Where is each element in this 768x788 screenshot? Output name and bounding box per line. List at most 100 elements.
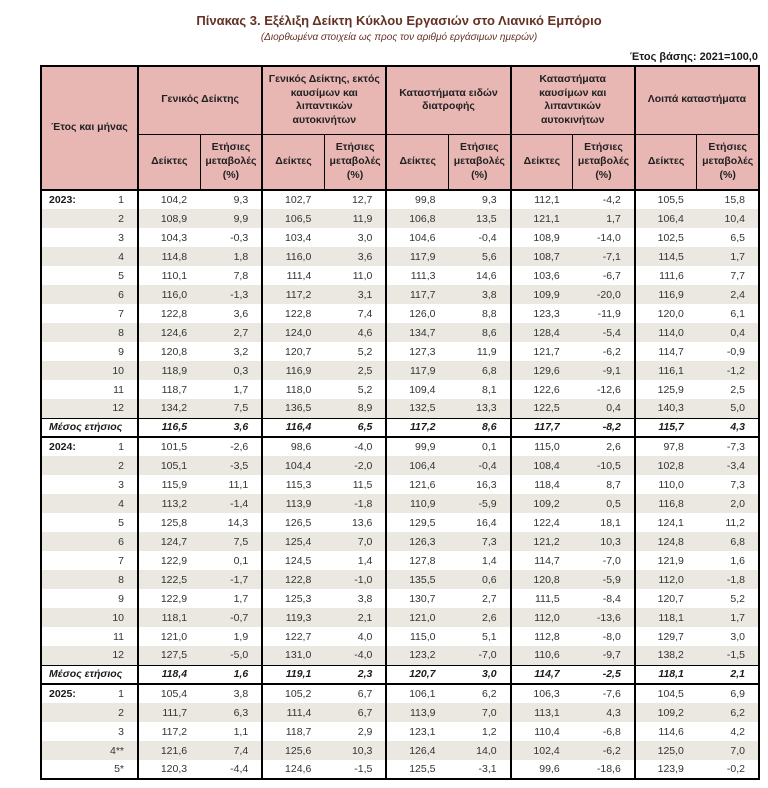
change-value-cell: 10,3 bbox=[572, 532, 635, 551]
mean-change-value-cell: 2,1 bbox=[696, 664, 759, 685]
index-value-cell: 122,8 bbox=[136, 304, 201, 323]
change-value-cell: 5,2 bbox=[357, 345, 373, 358]
change-value-cell: -1,5 bbox=[696, 646, 759, 665]
year-month-cell: 10 bbox=[41, 361, 138, 380]
change-value-cell: 6,5 bbox=[730, 231, 745, 244]
month-label: 4 bbox=[118, 250, 124, 263]
change-value-cell: 5,0 bbox=[696, 399, 759, 418]
index-value-cell: 128,4 bbox=[509, 323, 573, 342]
change-value-cell: 10,4 bbox=[696, 209, 759, 228]
table-row: 5* 120,3 -4,4 124,6 -1,5 125,5 -3,1 99,6 -18,6 12… bbox=[41, 760, 759, 779]
change-value-cell: -9,1 bbox=[572, 361, 635, 380]
month-label: 6 bbox=[118, 288, 124, 301]
year-month-header: Έτος και μήνας bbox=[41, 66, 138, 191]
change-value-cell: 1,8 bbox=[200, 247, 263, 266]
index-value-cell: 116,8 bbox=[633, 494, 697, 513]
index-value-cell: 116,1 bbox=[633, 361, 697, 380]
mean-index-value-cell: 116,5 bbox=[136, 417, 201, 438]
month-label: 1 bbox=[118, 441, 124, 453]
index-value-cell: 115,3 bbox=[261, 475, 325, 494]
index-value-cell: 110,9 bbox=[385, 494, 449, 513]
change-value-cell: 1,7 bbox=[572, 209, 635, 228]
month-label: 9 bbox=[118, 345, 124, 358]
change-value-cell: -13,6 bbox=[572, 608, 635, 627]
index-value-cell: 122,8 bbox=[261, 304, 325, 323]
index-value-cell: 117,2 bbox=[136, 722, 201, 741]
index-value-cell: 122,7 bbox=[261, 627, 325, 646]
change-value-cell: 11,9 bbox=[476, 345, 497, 358]
change-value-cell: 18,1 bbox=[600, 516, 621, 529]
index-value-cell: 120,7 bbox=[261, 342, 325, 361]
table-header: Έτος και μήνας Γενικός Δείκτης Γενικός Δεί… bbox=[41, 66, 759, 191]
change-value-cell: 6,8 bbox=[696, 532, 759, 551]
month-label: 11 bbox=[113, 383, 124, 396]
change-value-cell: -6,8 bbox=[602, 725, 621, 738]
index-value-cell: 108,9 bbox=[136, 209, 201, 228]
change-value-cell: 6,7 bbox=[357, 688, 373, 700]
table-row: 2 111,7 6,3 111,4 6,7 113,9 7,0 113,1 4,3 109,2 6,… bbox=[41, 703, 759, 722]
change-value-cell: -10,5 bbox=[572, 456, 635, 475]
year-month-cell: 4** bbox=[41, 741, 138, 760]
index-value-cell: 106,3 bbox=[509, 684, 573, 703]
index-value-cell: 106,4 bbox=[633, 209, 697, 228]
index-value-cell: 106,5 bbox=[261, 209, 325, 228]
index-value-cell: 109,2 bbox=[633, 703, 697, 722]
index-value-cell: 124,5 bbox=[261, 551, 325, 570]
mean-index-value-cell: 115,7 bbox=[633, 417, 697, 438]
table-body: 2023: 1 104,2 9,3 102,7 12,7 99,8 9,3 112,1 -4,2 1… bbox=[41, 190, 759, 779]
index-value-cell: 102,7 bbox=[261, 190, 325, 209]
index-value-cell: 135,5 bbox=[385, 570, 449, 589]
table-row: 9 120,8 3,2 120,7 5,2 127,3 11,9 121,7 -6,2 114,7… bbox=[41, 342, 759, 361]
month-label: 5 bbox=[118, 516, 124, 529]
year-month-cell: 8 bbox=[41, 323, 138, 342]
change-value-cell: 8,6 bbox=[448, 323, 511, 342]
change-value-cell: 3,1 bbox=[324, 285, 387, 304]
change-value-cell: 2,0 bbox=[696, 494, 759, 513]
index-value-cell: 130,7 bbox=[385, 589, 449, 608]
subheader-index: Δείκτες bbox=[385, 134, 449, 191]
index-value-cell: 119,3 bbox=[261, 608, 325, 627]
month-label: 1 bbox=[118, 194, 124, 206]
index-value-cell: 125,0 bbox=[633, 741, 697, 760]
change-value-cell: -6,2 bbox=[602, 345, 621, 358]
change-value-cell: 13,3 bbox=[448, 399, 511, 418]
change-value-cell: 6,3 bbox=[200, 703, 263, 722]
index-value-cell: 110,1 bbox=[136, 266, 201, 285]
index-value-cell: 123,3 bbox=[509, 304, 573, 323]
change-value-cell: 3,8 bbox=[233, 688, 249, 700]
change-value-cell: 2,6 bbox=[448, 608, 511, 627]
table-row: 3 104,3 -0,3 103,4 3,0 104,6 -0,4 108,9 -14,0 102… bbox=[41, 228, 759, 247]
subheader-index: Δείκτες bbox=[509, 134, 573, 191]
group-header-3: Καταστήματα ειδών διατροφής bbox=[385, 66, 511, 135]
change-value-cell: 2,6 bbox=[606, 441, 621, 453]
change-value-cell: -7,0 bbox=[602, 554, 621, 567]
index-value-cell: 117,7 bbox=[385, 285, 449, 304]
table-row: 10 118,9 0,3 116,9 2,5 117,9 6,8 129,6 -9,1 116,1… bbox=[41, 361, 759, 380]
change-value-cell: 1,2 bbox=[481, 725, 497, 738]
index-value-cell: 124,0 bbox=[261, 323, 325, 342]
change-value-cell: -7,1 bbox=[572, 247, 635, 266]
change-value-cell: 7,0 bbox=[324, 532, 387, 551]
change-value-cell: 3,0 bbox=[357, 231, 373, 244]
change-value-cell: 11,1 bbox=[228, 478, 249, 491]
year-month-cell: 12 bbox=[41, 399, 138, 418]
index-value-cell: 125,4 bbox=[261, 532, 325, 551]
index-value-cell: 108,7 bbox=[509, 247, 573, 266]
index-value-cell: 115,0 bbox=[509, 437, 573, 456]
mean-index-value-cell: 119,1 bbox=[261, 664, 325, 685]
index-value-cell: 122,9 bbox=[136, 551, 201, 570]
year-label: 2024: bbox=[49, 441, 76, 453]
change-value-cell: -0,7 bbox=[200, 608, 263, 627]
index-value-cell: 114,5 bbox=[633, 247, 697, 266]
index-value-cell: 127,8 bbox=[385, 551, 449, 570]
mean-index-value-cell: 116,4 bbox=[261, 417, 325, 438]
index-value-cell: 111,5 bbox=[509, 589, 573, 608]
change-value-cell: 0,5 bbox=[572, 494, 635, 513]
table-row: 6 116,0 -1,3 117,2 3,1 117,7 3,8 109,9 -20,0 116,… bbox=[41, 285, 759, 304]
change-value-cell: 7,4 bbox=[357, 307, 373, 320]
table-row: 3 117,2 1,1 118,7 2,9 123,1 1,2 110,4 -6,8 114,6 4… bbox=[41, 722, 759, 741]
table-row: 12 134,2 7,5 136,5 8,9 132,5 13,3 122,5 0,4 140,3… bbox=[41, 399, 759, 418]
change-value-cell: 3,6 bbox=[233, 307, 249, 320]
month-label: 3 bbox=[118, 478, 124, 491]
index-value-cell: 118,1 bbox=[136, 608, 201, 627]
